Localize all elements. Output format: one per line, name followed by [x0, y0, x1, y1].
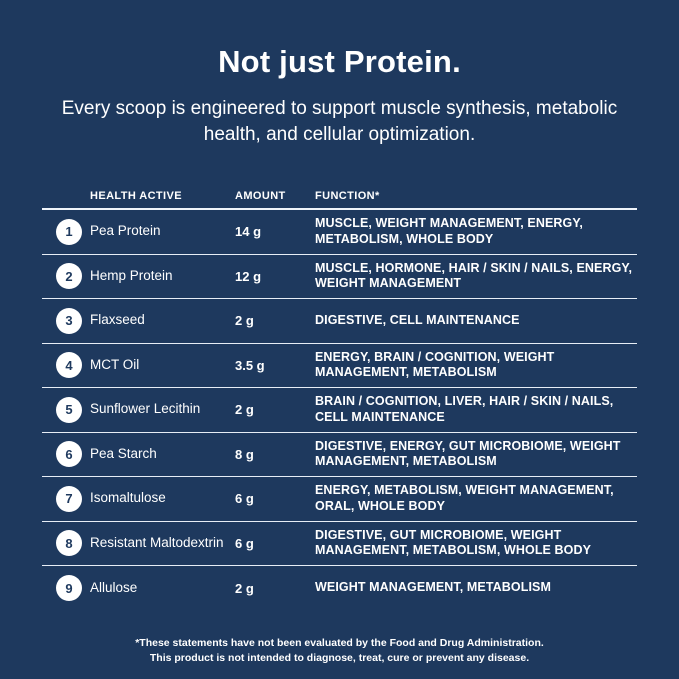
ingredient-name: Pea Protein: [90, 223, 161, 239]
ingredient-amount: 14 g: [235, 224, 262, 240]
column-header-amount: AMOUNT: [235, 190, 286, 202]
ingredient-amount: 12 g: [235, 268, 262, 284]
row-number-cell: 1: [42, 218, 90, 245]
table-row: 9 Allulose 2 g WEIGHT MANAGEMENT, METABO…: [42, 566, 637, 611]
row-number-cell: 2: [42, 263, 90, 290]
column-header-function: FUNCTION*: [315, 190, 380, 202]
page-subtitle: Every scoop is engineered to support mus…: [61, 98, 618, 146]
table-row: 8 Resistant Maltodextrin 6 g DIGESTIVE, …: [42, 522, 637, 566]
column-header-health-active: HEALTH ACTIVE: [90, 190, 182, 202]
ingredient-function: DIGESTIVE, GUT MICROBIOME, WEIGHT MANAGE…: [315, 527, 592, 558]
ingredient-name: Pea Starch: [90, 445, 157, 461]
row-number-cell: 4: [42, 352, 90, 379]
row-number-badge: 5: [56, 396, 82, 423]
table-row: 7 Isomaltulose 6 g ENERGY, METABOLISM, W…: [42, 477, 637, 522]
ingredient-name: Allulose: [90, 579, 138, 595]
table-row: 6 Pea Starch 8 g DIGESTIVE, ENERGY, GUT …: [42, 433, 637, 477]
ingredient-name: Sunflower Lecithin: [90, 401, 201, 417]
row-number-badge: 9: [56, 575, 82, 602]
row-number-badge: 8: [56, 530, 82, 557]
ingredient-function: ENERGY, BRAIN / COGNITION, WEIGHT MANAGE…: [315, 349, 555, 380]
ingredient-function: ENERGY, METABOLISM, WEIGHT MANAGEMENT, O…: [315, 483, 614, 513]
row-number-cell: 5: [42, 396, 90, 423]
ingredient-name: Flaxseed: [90, 312, 145, 328]
ingredient-amount: 2 g: [235, 580, 254, 596]
ingredient-function: BRAIN / COGNITION, LIVER, HAIR / SKIN / …: [315, 394, 614, 424]
ingredient-function: DIGESTIVE, CELL MAINTENANCE: [315, 312, 520, 327]
ingredient-name: Isomaltulose: [90, 490, 166, 506]
ingredient-function: WEIGHT MANAGEMENT, METABOLISM: [315, 580, 551, 595]
ingredient-amount: 3.5 g: [235, 357, 265, 373]
table-row: 5 Sunflower Lecithin 2 g BRAIN / COGNITI…: [42, 388, 637, 433]
row-number-badge: 2: [56, 263, 82, 290]
ingredient-function: MUSCLE, HORMONE, HAIR / SKIN / NAILS, EN…: [315, 260, 633, 291]
ingredient-amount: 6 g: [235, 491, 254, 507]
table-row: 3 Flaxseed 2 g DIGESTIVE, CELL MAINTENAN…: [42, 299, 637, 344]
ingredient-amount: 6 g: [235, 535, 254, 551]
row-number-cell: 6: [42, 441, 90, 468]
row-number-cell: 8: [42, 530, 90, 557]
ingredient-name: Resistant Maltodextrin: [90, 534, 224, 550]
table-row: 2 Hemp Protein 12 g MUSCLE, HORMONE, HAI…: [42, 255, 637, 299]
fda-disclaimer-line-2: This product is not intended to diagnose…: [149, 651, 530, 664]
ingredient-amount: 2 g: [235, 313, 254, 329]
ingredient-function: DIGESTIVE, ENERGY, GUT MICROBIOME, WEIGH…: [315, 438, 621, 469]
ingredient-amount: 8 g: [235, 446, 254, 462]
row-number-cell: 7: [42, 485, 90, 512]
ingredient-function: MUSCLE, WEIGHT MANAGEMENT, ENERGY, METAB…: [315, 216, 583, 246]
fda-disclaimer: *These statements have not been evaluate…: [0, 636, 679, 666]
hero-section: Not just Protein. Every scoop is enginee…: [0, 0, 679, 148]
fda-disclaimer-line-1: *These statements have not been evaluate…: [135, 636, 544, 649]
row-number-badge: 3: [56, 307, 82, 334]
row-number-badge: 4: [56, 352, 82, 379]
row-number-cell: 3: [42, 307, 90, 334]
table-row: 1 Pea Protein 14 g MUSCLE, WEIGHT MANAGE…: [42, 210, 637, 255]
row-number-badge: 7: [56, 485, 82, 512]
row-number-badge: 6: [56, 441, 82, 468]
ingredient-name: Hemp Protein: [90, 267, 173, 283]
row-number-cell: 9: [42, 575, 90, 602]
ingredient-amount: 2 g: [235, 402, 254, 418]
table-row: 4 MCT Oil 3.5 g ENERGY, BRAIN / COGNITIO…: [42, 344, 637, 388]
ingredients-table: HEALTH ACTIVE AMOUNT FUNCTION* 1 Pea Pro…: [42, 180, 637, 611]
ingredient-name: MCT Oil: [90, 356, 140, 372]
row-number-badge: 1: [56, 218, 82, 245]
table-body: 1 Pea Protein 14 g MUSCLE, WEIGHT MANAGE…: [42, 210, 637, 611]
page-title: Not just Protein.: [218, 44, 461, 79]
table-header-row: HEALTH ACTIVE AMOUNT FUNCTION*: [42, 180, 637, 210]
